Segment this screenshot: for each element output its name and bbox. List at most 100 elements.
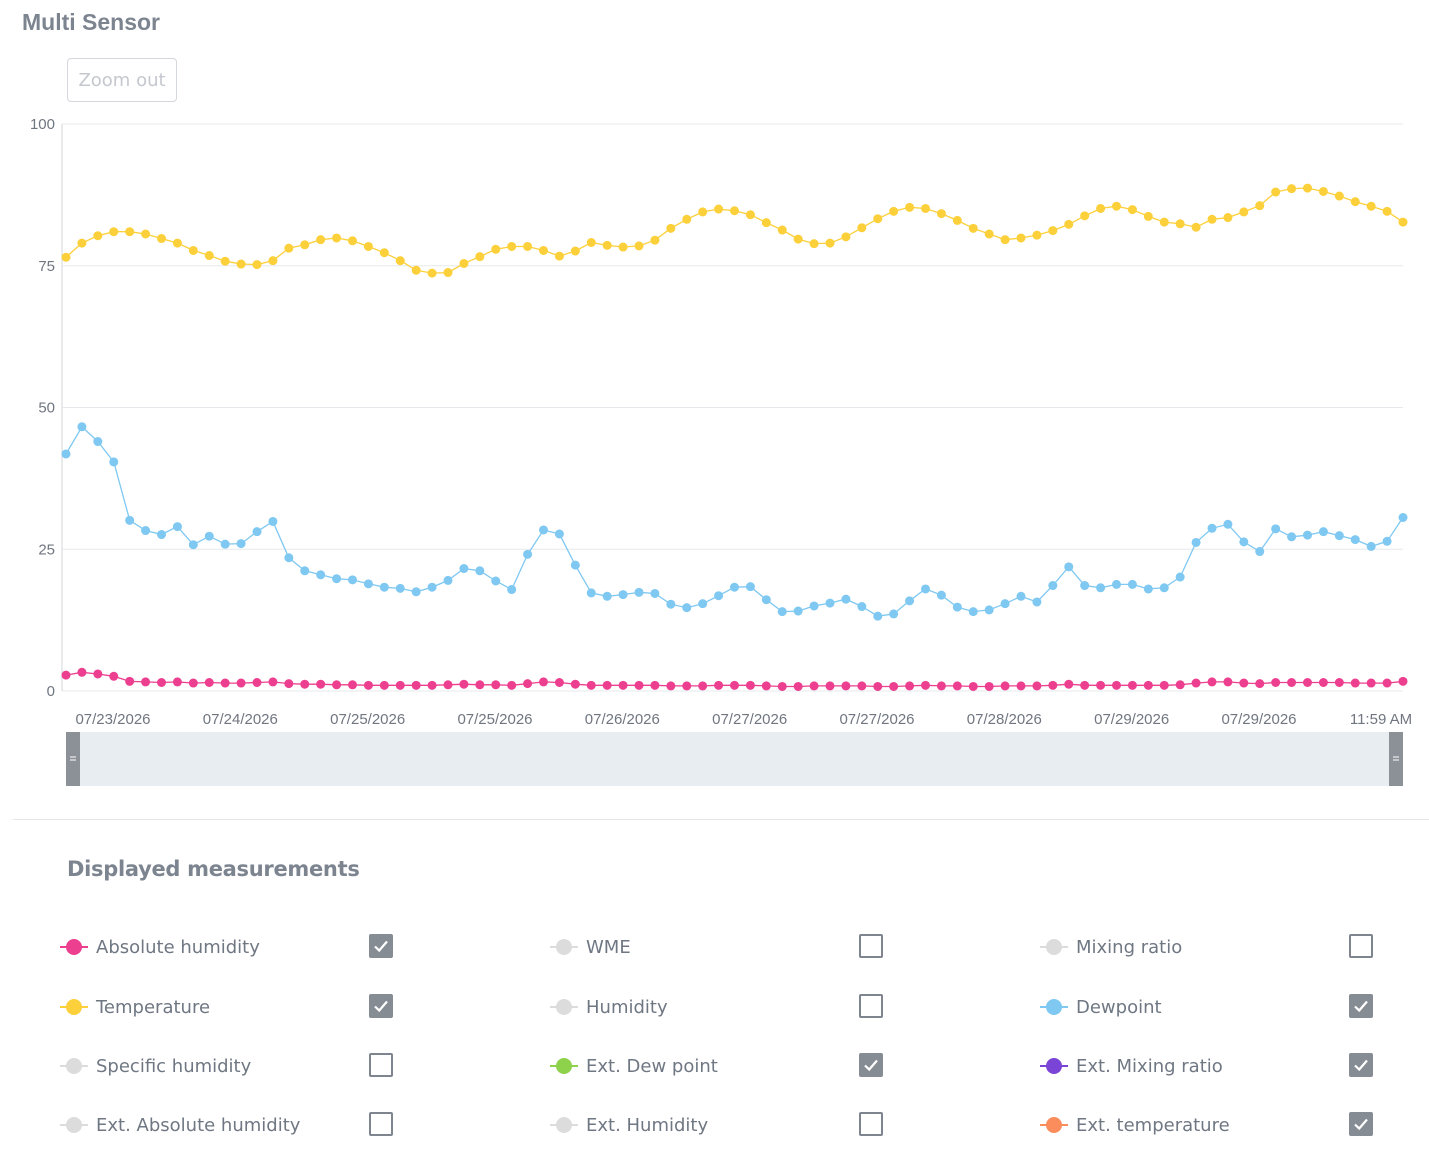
data-point[interactable] <box>236 259 246 269</box>
data-point[interactable] <box>873 611 883 621</box>
data-point[interactable] <box>682 681 692 691</box>
data-point[interactable] <box>984 605 994 615</box>
data-point[interactable] <box>825 681 835 691</box>
data-point[interactable] <box>204 531 214 541</box>
data-point[interactable] <box>857 681 867 691</box>
data-point[interactable] <box>427 268 437 278</box>
measurement-item[interactable]: Ext. Humidity <box>550 1110 708 1140</box>
data-point[interactable] <box>1318 677 1328 687</box>
data-point[interactable] <box>491 680 501 690</box>
data-point[interactable] <box>1159 217 1169 227</box>
data-point[interactable] <box>1239 537 1249 547</box>
data-point[interactable] <box>1239 678 1249 688</box>
data-point[interactable] <box>427 680 437 690</box>
data-point[interactable] <box>1287 532 1297 542</box>
data-point[interactable] <box>1016 233 1026 243</box>
data-point[interactable] <box>252 260 262 270</box>
data-point[interactable] <box>968 607 978 617</box>
data-point[interactable] <box>539 525 548 535</box>
data-point[interactable] <box>1096 680 1106 690</box>
data-point[interactable] <box>1350 197 1360 207</box>
data-point[interactable] <box>459 258 469 268</box>
data-point[interactable] <box>93 437 103 447</box>
data-point[interactable] <box>1366 678 1376 688</box>
data-point[interactable] <box>172 522 182 532</box>
data-point[interactable] <box>459 564 469 574</box>
data-point[interactable] <box>109 227 119 237</box>
data-point[interactable] <box>698 207 708 217</box>
data-point[interactable] <box>952 215 962 225</box>
data-point[interactable] <box>666 681 676 691</box>
data-point[interactable] <box>1366 541 1376 551</box>
data-point[interactable] <box>618 590 628 600</box>
data-point[interactable] <box>1080 581 1090 591</box>
data-point[interactable] <box>507 680 517 690</box>
measurement-checkbox[interactable] <box>1349 934 1373 958</box>
data-point[interactable] <box>61 252 71 262</box>
data-point[interactable] <box>1382 678 1392 688</box>
data-point[interactable] <box>443 268 453 278</box>
measurement-item[interactable]: Ext. Dew point <box>550 1051 718 1081</box>
data-point[interactable] <box>777 681 787 691</box>
data-point[interactable] <box>220 678 230 688</box>
data-point[interactable] <box>427 582 437 592</box>
data-point[interactable] <box>1096 203 1106 213</box>
data-point[interactable] <box>666 223 676 233</box>
measurement-item[interactable]: Specific humidity <box>60 1051 251 1081</box>
data-point[interactable] <box>491 576 501 586</box>
data-point[interactable] <box>188 540 198 550</box>
data-point[interactable] <box>1080 680 1090 690</box>
data-point[interactable] <box>984 681 994 691</box>
data-point[interactable] <box>188 678 198 688</box>
data-point[interactable] <box>411 265 421 275</box>
data-point[interactable] <box>348 680 357 690</box>
measurement-checkbox[interactable] <box>1349 994 1373 1018</box>
data-point[interactable] <box>809 239 819 249</box>
data-point[interactable] <box>634 241 644 251</box>
data-point[interactable] <box>889 609 899 619</box>
measurement-checkbox[interactable] <box>859 1053 883 1077</box>
data-point[interactable] <box>634 587 644 597</box>
data-point[interactable] <box>1175 219 1185 229</box>
data-point[interactable] <box>475 566 485 576</box>
data-point[interactable] <box>411 680 421 690</box>
data-point[interactable] <box>634 680 644 690</box>
data-point[interactable] <box>1048 226 1058 236</box>
data-point[interactable] <box>857 223 867 233</box>
data-point[interactable] <box>1127 205 1137 215</box>
measurement-checkbox[interactable] <box>1349 1112 1373 1136</box>
data-point[interactable] <box>968 223 978 233</box>
data-point[interactable] <box>236 539 246 549</box>
data-point[interactable] <box>666 599 676 609</box>
data-point[interactable] <box>172 238 182 248</box>
data-point[interactable] <box>125 515 135 525</box>
data-point[interactable] <box>618 242 628 252</box>
data-point[interactable] <box>268 677 278 687</box>
data-point[interactable] <box>602 680 612 690</box>
data-point[interactable] <box>1207 523 1217 533</box>
data-point[interactable] <box>141 677 151 687</box>
data-point[interactable] <box>252 527 262 537</box>
data-point[interactable] <box>300 240 310 250</box>
data-point[interactable] <box>1175 572 1185 582</box>
measurement-checkbox[interactable] <box>369 1053 393 1077</box>
data-point[interactable] <box>1112 680 1121 690</box>
data-point[interactable] <box>1080 211 1090 221</box>
data-point[interactable] <box>761 681 771 691</box>
data-point[interactable] <box>1048 581 1058 591</box>
data-point[interactable] <box>348 575 357 585</box>
measurement-checkbox[interactable] <box>369 934 393 958</box>
data-point[interactable] <box>825 598 835 608</box>
data-point[interactable] <box>1048 680 1058 690</box>
measurement-item[interactable]: Mixing ratio <box>1040 932 1182 962</box>
data-point[interactable] <box>1287 184 1297 194</box>
data-point[interactable] <box>157 234 166 244</box>
data-point[interactable] <box>602 240 612 250</box>
data-point[interactable] <box>268 516 278 526</box>
measurement-item[interactable]: Ext. temperature <box>1040 1110 1230 1140</box>
data-point[interactable] <box>1016 591 1026 601</box>
data-point[interactable] <box>905 202 915 212</box>
data-point[interactable] <box>284 243 294 253</box>
data-point[interactable] <box>1303 530 1312 540</box>
data-point[interactable] <box>141 526 151 536</box>
